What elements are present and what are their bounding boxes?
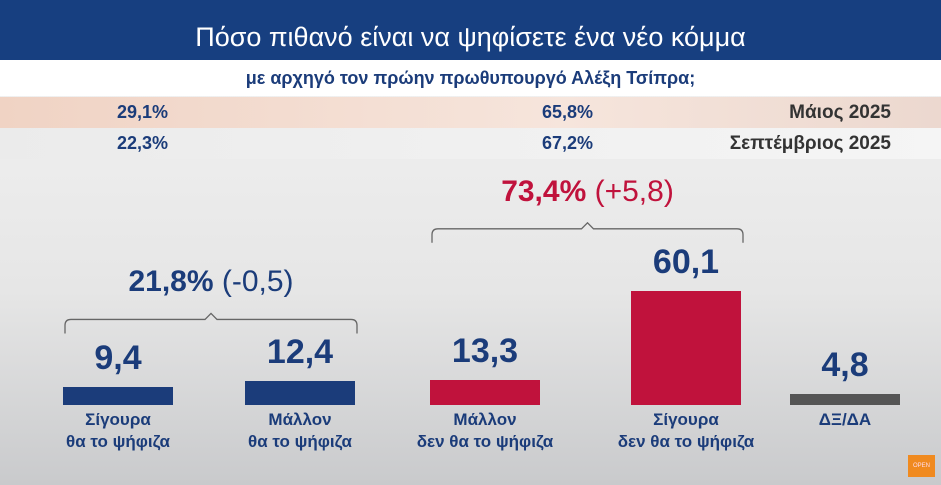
value-label: 13,3 bbox=[451, 331, 519, 370]
category-label: Σίγουρα δεν θα το ψήφιζα bbox=[617, 410, 755, 451]
bar bbox=[430, 379, 540, 405]
chart-title: Πόσο πιθανό είναι να ψηφίσετε ένα νέο κό… bbox=[0, 0, 941, 60]
no-value: 65,8% bbox=[542, 102, 594, 122]
category-label: Σίγουρα θα το ψήφιζα bbox=[66, 410, 170, 451]
bar bbox=[790, 394, 900, 405]
bar bbox=[63, 387, 173, 405]
group-change: (-0,5) bbox=[213, 265, 294, 299]
group-total: 73,4% bbox=[501, 174, 587, 208]
category-label: ΔΞ/ΔΑ bbox=[818, 410, 872, 429]
group-total-label: 21,8% (-0,5) bbox=[61, 265, 361, 299]
comparison-row: 29,1% 65,8% Μάιος 2025 bbox=[0, 97, 941, 128]
group-total: 21,8% bbox=[128, 265, 214, 299]
yes-value: 29,1% bbox=[117, 102, 169, 122]
category-label: Μάλλον δεν θα το ψήφιζα bbox=[416, 410, 554, 451]
value-label: 60,1 bbox=[652, 242, 720, 281]
group-bracket bbox=[431, 221, 744, 243]
chart-subtitle: με αρχηγό τον πρώην πρωθυπουργό Αλέξη Τσ… bbox=[0, 60, 941, 96]
bar bbox=[631, 290, 741, 405]
bar bbox=[245, 381, 355, 405]
group-total-label: 73,4% (+5,8) bbox=[438, 175, 738, 209]
group-bracket bbox=[64, 312, 358, 334]
channel-logo: OPEN bbox=[908, 455, 935, 477]
period-label: Σεπτέμβριος 2025 bbox=[729, 133, 891, 154]
yes-value: 22,3% bbox=[117, 133, 169, 153]
value-label: 9,4 bbox=[94, 339, 142, 378]
category-label: Μάλλον θα το ψήφιζα bbox=[248, 410, 352, 451]
group-change: (+5,8) bbox=[586, 174, 674, 208]
value-label: 4,8 bbox=[821, 346, 869, 384]
period-label: Μάιος 2025 bbox=[789, 102, 891, 123]
value-label: 12,4 bbox=[266, 333, 334, 372]
no-value: 67,2% bbox=[542, 133, 594, 153]
comparison-row: 22,3% 67,2% Σεπτέμβριος 2025 bbox=[0, 128, 941, 159]
